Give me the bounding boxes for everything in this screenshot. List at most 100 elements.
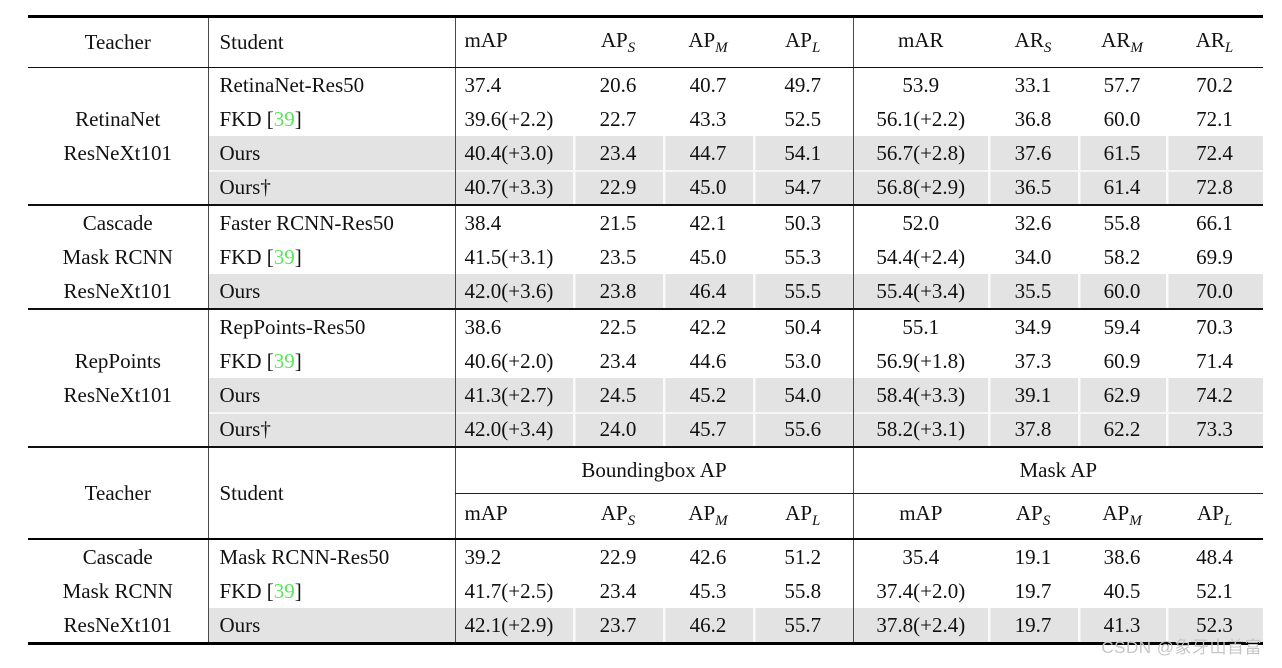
ars-value: 36.5 — [988, 170, 1078, 205]
table-row: FKD [39] 41.7(+2.5) 23.4 45.3 55.8 37.4(… — [28, 574, 1263, 608]
header-base: AP — [785, 501, 813, 526]
header-base: AR — [1195, 27, 1225, 52]
student-cell: RetinaNet-Res50 — [207, 67, 455, 102]
arl-value: 74.2 — [1166, 378, 1263, 412]
map-value: 39.6(+2.2) — [454, 102, 573, 136]
student-label-post: ] — [294, 578, 302, 603]
arl-value: 66.1 — [1166, 204, 1263, 240]
csdn-watermark: CSDN @象牙山首富 — [1101, 638, 1262, 657]
arl-value: 73.3 — [1166, 412, 1263, 446]
student-label: Ours† — [219, 416, 271, 441]
student-label: Ours — [219, 382, 261, 407]
aps-value: 22.7 — [599, 106, 637, 131]
map-value: 38.4 — [454, 204, 573, 240]
table-row-highlighted: Ours 42.1(+2.9) 23.7 46.2 55.7 37.8(+2.4… — [28, 608, 1264, 644]
header-sub: S — [1042, 513, 1051, 530]
header-sub: M — [715, 513, 728, 530]
header-sub: L — [812, 40, 821, 57]
aps-value: 23.4 — [599, 348, 637, 373]
mar-value: 58.2(+3.1) — [852, 412, 988, 446]
bbox-aps-value: 23.4 — [599, 578, 637, 603]
teacher-line: Mask RCNN — [62, 579, 173, 603]
student-label: FKD [ — [219, 348, 274, 373]
teacher-cell: RepPoints ResNeXt101 — [28, 308, 208, 446]
arm-value: 57.7 — [1103, 72, 1141, 97]
arm-value: 55.8 — [1078, 204, 1166, 240]
header-base: mAP — [899, 501, 943, 526]
col-header-bbox-apl: APL — [753, 493, 854, 540]
mask-aps-value: 19.7 — [1014, 578, 1052, 603]
student-label: RepPoints-Res50 — [219, 314, 366, 339]
col-header-mask-apm: APM — [1078, 493, 1167, 540]
col-header-bbox-aps: APS — [573, 493, 663, 540]
student-label: Mask RCNN-Res50 — [219, 544, 390, 569]
col-header-ars: ARS — [988, 16, 1078, 68]
teacher-line: RetinaNet — [75, 107, 161, 131]
apl-value: 54.7 — [753, 170, 853, 205]
bbox-apm-value: 46.2 — [663, 608, 753, 644]
apl-value: 50.4 — [753, 308, 853, 344]
arm-value: 61.4 — [1078, 170, 1166, 205]
student-cell: FKD [39] — [207, 344, 455, 378]
citation-ref: 39 — [273, 578, 295, 603]
aps-value: 22.5 — [573, 308, 663, 344]
mar-value: 55.1 — [852, 308, 988, 344]
header-sub: L — [1224, 40, 1234, 57]
student-cell: Ours — [207, 274, 455, 309]
header-sub: M — [715, 40, 728, 57]
header-sub: M — [1130, 40, 1143, 57]
mar-value: 58.4(+3.3) — [852, 378, 988, 412]
table2-span-header-row: Teacher Student Boundingbox AP Mask AP — [28, 447, 1264, 540]
mar-value: 56.7(+2.8) — [852, 136, 988, 170]
table-row: RetinaNet ResNeXt101 RetinaNet-Res50 37.… — [28, 67, 1263, 165]
student-cell: Ours† — [207, 412, 455, 446]
header-base: mAR — [897, 27, 944, 52]
col-header-arm: ARM — [1078, 16, 1166, 68]
arm-value: 62.9 — [1078, 378, 1166, 412]
student-label-post: ] — [294, 244, 302, 269]
mask-ap-span-header: Mask AP — [852, 447, 1264, 494]
table-row: Cascade Mask RCNN ResNeXt101 Mask RCNN-R… — [28, 539, 1263, 637]
student-cell: Ours — [207, 608, 455, 644]
apl-value: 55.3 — [784, 244, 822, 269]
table-row-highlighted: Ours 42.0(+3.6) 23.8 46.4 55.5 55.4(+3.4… — [28, 274, 1263, 309]
arl-value: 70.3 — [1166, 308, 1263, 344]
col-header-teacher: Teacher — [28, 447, 208, 540]
student-label: Ours† — [219, 174, 271, 199]
table-row: RepPoints ResNeXt101 RepPoints-Res50 38.… — [28, 308, 1263, 446]
col-header-mask-apl: APL — [1166, 493, 1264, 540]
table-row-highlighted: Ours† 42.0(+3.4) 24.0 45.7 55.6 58.2(+3.… — [28, 412, 1263, 446]
teacher-line: ResNeXt101 — [63, 383, 173, 407]
ars-value: 36.8 — [1014, 106, 1052, 131]
mask-apl-value: 52.1 — [1196, 578, 1233, 603]
bbox-apl-value: 55.8 — [784, 578, 822, 603]
col-header-bbox-apm: APM — [663, 493, 753, 540]
header-base: AP — [785, 27, 812, 52]
arm-value: 59.4 — [1078, 308, 1166, 344]
table-row: Cascade Mask RCNN ResNeXt101 Faster RCNN… — [28, 204, 1263, 309]
map-value: 40.7(+3.3) — [454, 170, 573, 205]
arl-value: 69.9 — [1196, 244, 1233, 269]
header-base: AP — [1196, 501, 1224, 526]
header-base: AR — [1101, 27, 1131, 52]
student-label: Faster RCNN-Res50 — [219, 210, 394, 235]
student-cell: RepPoints-Res50 — [207, 308, 455, 344]
apm-value: 45.7 — [663, 412, 753, 446]
teacher-line: ResNeXt101 — [63, 613, 173, 637]
arm-value: 60.0 — [1078, 274, 1166, 309]
header-base: AR — [1014, 27, 1044, 52]
bbox-apl-value: 51.2 — [784, 544, 822, 569]
arl-value: 72.1 — [1196, 106, 1233, 131]
table2-header-row: mAP APS APM APL mAP APS APM APL — [28, 493, 1264, 540]
teacher-line: Cascade — [82, 545, 153, 569]
col-header-mar: mAR — [852, 16, 988, 68]
apm-value: 45.2 — [663, 378, 753, 412]
bbox-map-value: 42.1(+2.9) — [454, 608, 573, 644]
col-header-student: Student — [207, 447, 455, 540]
mask-apm-value: 40.5 — [1103, 578, 1141, 603]
header-sub: S — [627, 513, 636, 530]
arm-value: 60.0 — [1103, 106, 1141, 131]
student-label: Ours — [219, 140, 261, 165]
mar-value: 56.9(+1.8) — [852, 344, 988, 378]
